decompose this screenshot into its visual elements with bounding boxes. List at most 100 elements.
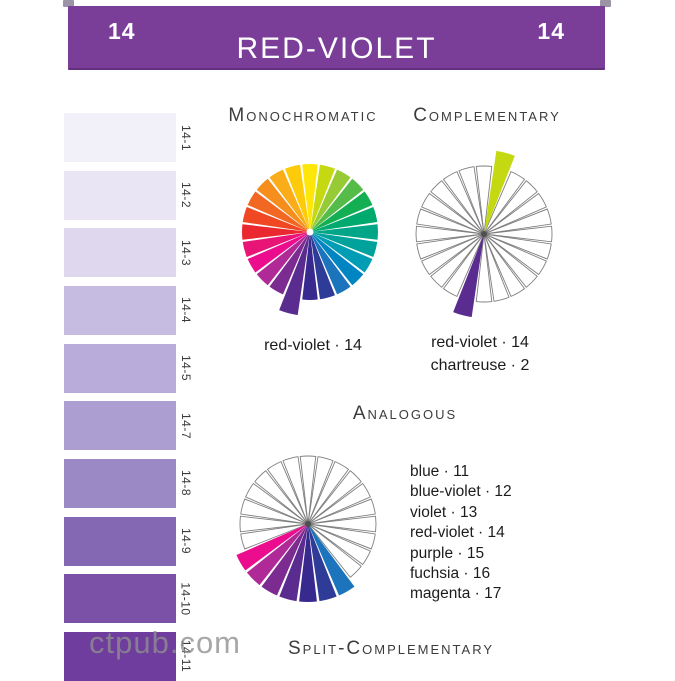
monochromatic-color-wheel	[241, 163, 379, 316]
binding-tab-right	[600, 0, 611, 7]
color-swatch-14-9	[64, 516, 176, 566]
wheel-segment-19	[415, 225, 485, 243]
wheel-segment-6	[310, 207, 378, 232]
wheel-segment-20	[240, 498, 309, 525]
color-swatch-14-10	[64, 574, 176, 624]
swatch-label: 14-8	[179, 470, 193, 497]
wheel-segment-9	[310, 232, 373, 273]
wheel-hub	[306, 228, 314, 236]
wheel-segment-2	[307, 456, 334, 525]
wheel-segment-16	[430, 233, 485, 288]
wheel-segment-1	[302, 163, 318, 232]
wheel-segment-5	[307, 482, 371, 525]
wheel-segment-16	[246, 524, 308, 586]
swatch-label: 14-9	[179, 528, 193, 555]
wheel-segment-20	[416, 208, 485, 235]
color-swatch-14-11	[64, 631, 176, 681]
wheel-segment-22	[256, 178, 310, 232]
wheel-segment-21	[247, 191, 310, 232]
wheel-segment-13	[299, 524, 317, 602]
wheel-segment-22	[254, 470, 309, 525]
wheel-segment-13	[475, 233, 493, 303]
analogous-color-wheel	[236, 455, 377, 602]
caption-monochromatic: red-violet · 14	[264, 337, 362, 354]
wheel-hub	[481, 231, 487, 237]
analogous-list-item: blue-violet · 12	[410, 483, 512, 501]
wheel-segment-16	[256, 232, 310, 286]
page-title: RED-VIOLET	[236, 32, 437, 65]
wheel-segment-15	[442, 233, 485, 297]
wheel-segment-11	[310, 232, 351, 295]
wheel-segment-22	[430, 180, 485, 235]
wheel-segment-23	[266, 461, 309, 525]
wheel-segment-12	[310, 232, 335, 300]
analogous-list-item: blue · 11	[410, 463, 470, 480]
wheel-segment-18	[416, 233, 485, 260]
wheel-segment-1	[299, 455, 317, 525]
wheel-segment-19	[239, 515, 309, 533]
wheel-segment-15	[269, 232, 310, 295]
heading-split-complementary: Split-Complementary	[287, 638, 495, 659]
wheel-segment-3	[307, 461, 350, 525]
color-swatch-14-1	[64, 113, 176, 162]
heading-monochromatic: Monochromatic	[228, 105, 378, 126]
wheel-segment-14	[453, 234, 484, 318]
analogous-list-item: violet · 13	[410, 503, 478, 521]
wheel-segment-5	[483, 192, 547, 235]
wheel-segment-2	[310, 164, 335, 232]
page-number-left: 14	[108, 18, 136, 44]
wheel-segment-19	[241, 224, 310, 240]
wheel-segment-12	[483, 233, 510, 302]
complementary-color-wheel	[415, 150, 553, 318]
wheel-segment-10	[310, 232, 364, 286]
wheel-segment-6	[307, 498, 376, 525]
wheel-hub	[305, 521, 311, 527]
wheel-segment-9	[307, 523, 371, 566]
wheel-segment-4	[310, 178, 364, 232]
binding-tab-left	[63, 0, 74, 7]
wheel-segment-17	[247, 232, 310, 273]
wheel-segment-1	[475, 165, 493, 235]
watermark-text: ctpub.com	[88, 625, 242, 660]
analogous-list-item: red-violet · 14	[410, 524, 505, 542]
swatch-label: 14-2	[179, 182, 193, 209]
wheel-segment-14	[279, 524, 308, 602]
wheel-segment-4	[483, 180, 538, 235]
wheel-segment-24	[282, 456, 309, 525]
swatch-label: 14-1	[179, 124, 193, 151]
wheel-segment-7	[483, 225, 553, 243]
analogous-list-item: fuchsia · 16	[410, 565, 491, 583]
wheel-segment-11	[308, 524, 355, 596]
wheel-segment-18	[240, 523, 309, 550]
wheel-segment-2	[484, 150, 515, 234]
wheel-segment-3	[483, 171, 526, 235]
caption-complementary: red-violet · 14 chartreuse · 2	[431, 331, 530, 377]
wheel-segment-3	[310, 169, 351, 232]
wheel-segment-15	[261, 524, 308, 596]
wheel-segment-4	[307, 470, 362, 525]
heading-analogous: Analogous	[352, 403, 458, 424]
wheel-segment-8	[483, 233, 552, 260]
wheel-segment-17	[236, 524, 308, 571]
page-number-right: 14	[537, 18, 565, 44]
header-band: 14 RED-VIOLET 14	[68, 6, 605, 70]
wheel-segment-23	[442, 171, 485, 235]
swatch-label: 14-7	[179, 412, 193, 439]
wheel-segment-7	[307, 515, 377, 533]
swatch-label: 14-3	[179, 239, 193, 266]
wheel-segment-24	[458, 166, 485, 235]
wheel-segment-17	[421, 233, 485, 276]
color-swatch-14-7	[64, 401, 176, 451]
wheel-segment-20	[242, 207, 310, 232]
wheel-segment-12	[308, 524, 337, 602]
caption-complementary-line2: chartreuse · 2	[430, 357, 530, 374]
color-swatch-14-8	[64, 458, 176, 508]
heading-complementary: Complementary	[413, 105, 561, 126]
color-swatch-14-5	[64, 343, 176, 393]
wheel-segment-5	[310, 191, 373, 232]
wheel-segment-23	[269, 169, 310, 232]
wheel-segment-6	[483, 208, 552, 235]
wheel-segment-13	[302, 232, 318, 301]
wheel-segment-7	[310, 224, 379, 240]
caption-complementary-line1: red-violet · 14	[431, 334, 529, 351]
